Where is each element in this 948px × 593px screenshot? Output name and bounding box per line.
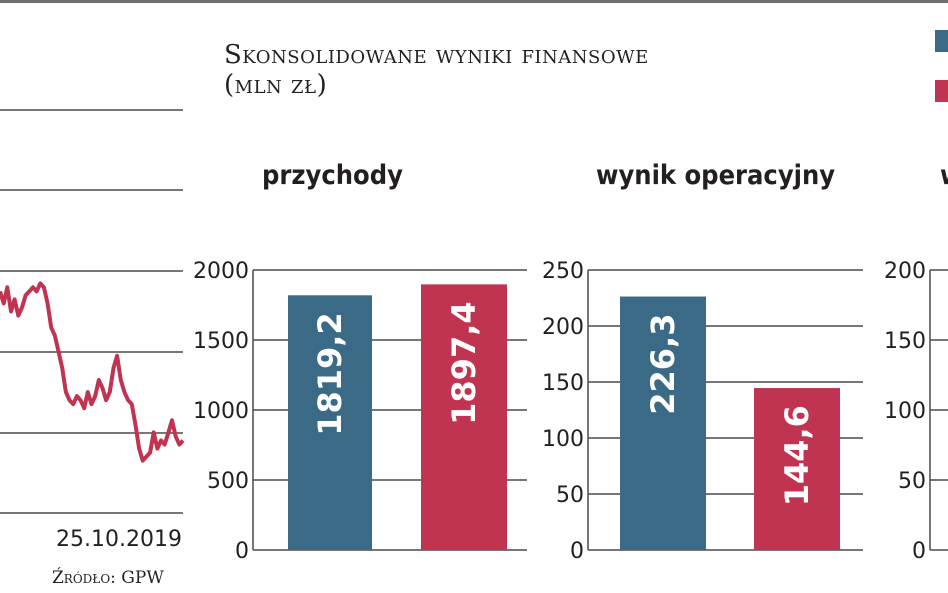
chart-heading: Skonsolidowane wyniki finansowe (mln zł)	[224, 40, 864, 100]
source-note: Źródło: GPW	[52, 568, 164, 588]
third-ytick-1: 50	[898, 469, 926, 494]
operating-result-chart-title: wynik operacyjny	[596, 160, 836, 191]
operating-result-ytick-0: 0	[570, 539, 584, 564]
revenue-ytick-0: 0	[235, 539, 249, 564]
third-chart-title: w	[940, 160, 948, 191]
operating-result-ytick-1: 50	[556, 483, 584, 508]
third-ytick-0: 0	[912, 539, 926, 564]
operating-result-ytick-4: 200	[542, 315, 584, 340]
revenue-bar-2	[421, 284, 507, 550]
line-chart-end-date: 25.10.2019	[56, 527, 182, 552]
third-ytick-3: 150	[884, 329, 926, 354]
top-rule	[0, 0, 948, 3]
operating-result-ytick-5: 250	[542, 259, 584, 284]
revenue-bar-1-label: 1819,2	[311, 312, 349, 435]
legend-swatch-red	[935, 80, 948, 102]
heading-line-2: (mln zł)	[224, 70, 328, 100]
operating-result-ytick-3: 150	[542, 371, 584, 396]
operating-result-bar-2-label: 144,6	[778, 405, 816, 506]
revenue-bar-1	[288, 295, 372, 550]
legend-swatch-blue	[935, 30, 948, 52]
line-chart-series	[0, 281, 185, 463]
revenue-ytick-1: 500	[207, 469, 249, 494]
revenue-ytick-4: 2000	[193, 259, 249, 284]
revenue-chart-title: przychody	[262, 160, 403, 191]
operating-result-bar-1	[620, 296, 706, 550]
revenue-bar-2-label: 1897,4	[445, 301, 483, 424]
heading-line-1: Skonsolidowane wyniki finansowe	[224, 40, 649, 70]
third-ytick-2: 100	[884, 399, 926, 424]
operating-result-bar-2	[754, 388, 840, 550]
operating-result-bar-1-label: 226,3	[644, 314, 682, 415]
operating-result-ytick-2: 100	[542, 427, 584, 452]
revenue-ytick-3: 1500	[193, 329, 249, 354]
third-ytick-4: 200	[884, 259, 926, 284]
revenue-ytick-2: 1000	[193, 399, 249, 424]
